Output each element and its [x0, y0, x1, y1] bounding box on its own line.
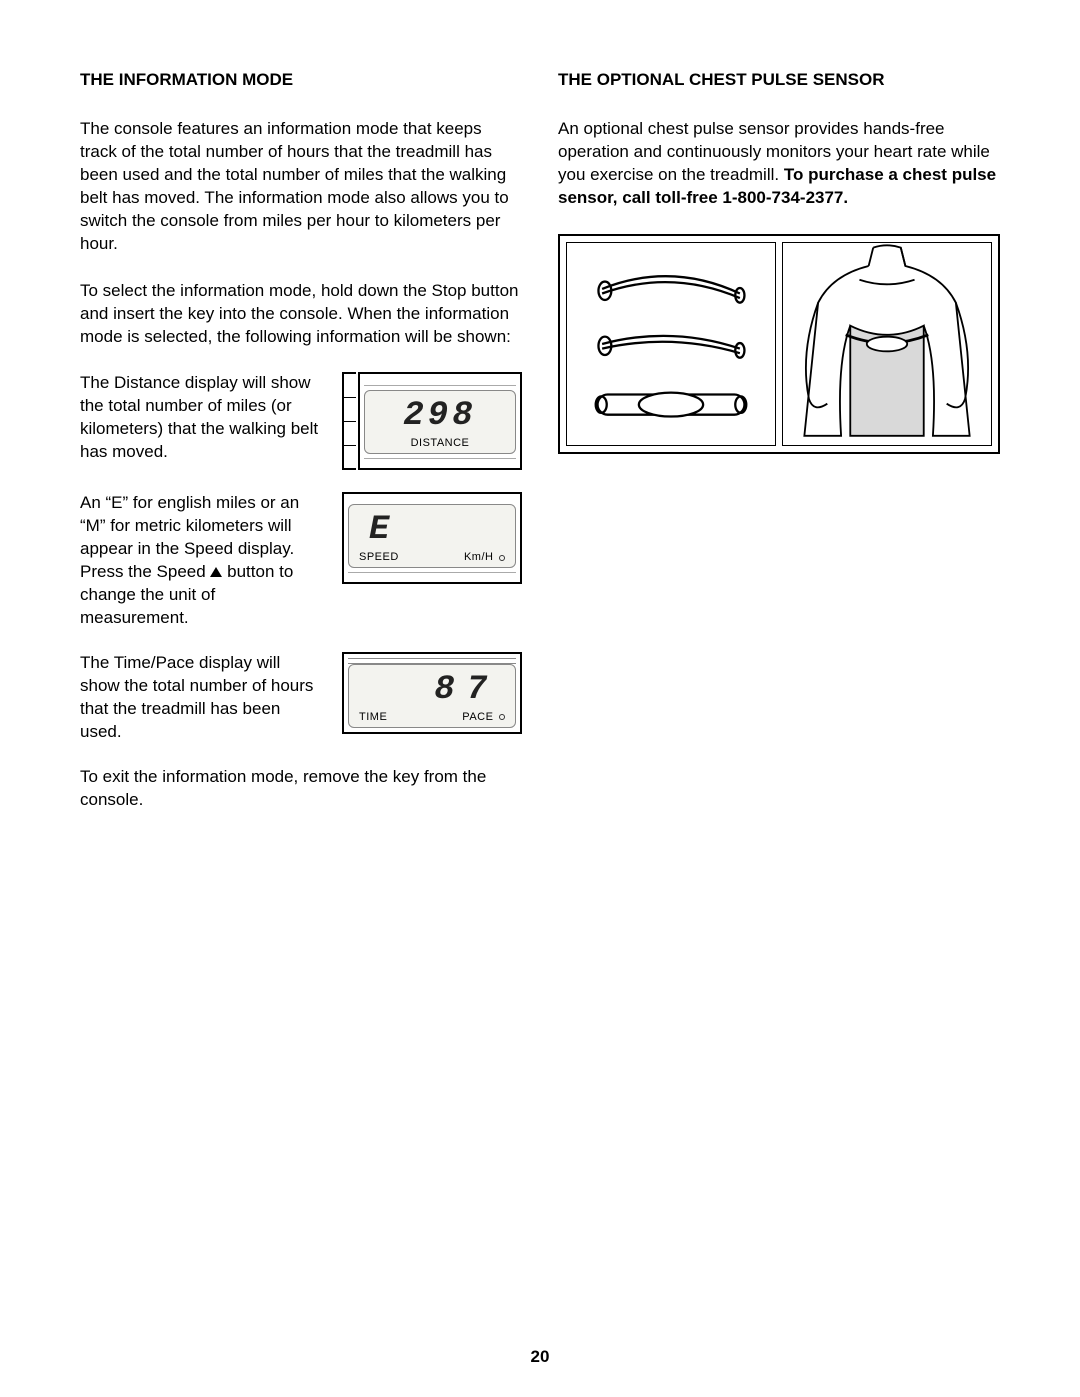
time-text: The Time/Pace display will show the tota… [80, 652, 322, 744]
speed-label-left: SPEED [359, 551, 399, 563]
torso-wearing-sensor-icon [783, 243, 991, 445]
time-display-diagram: 87 TIME PACE [342, 652, 522, 734]
chest-strap-icon [567, 243, 775, 445]
info-mode-para1: The console features an information mode… [80, 118, 522, 256]
torso-panel [782, 242, 992, 446]
speed-display-diagram: E SPEED Km/H [342, 492, 522, 584]
info-mode-para2: To select the information mode, hold dow… [80, 280, 522, 349]
time-value: 87 [357, 671, 507, 709]
distance-display-diagram: 298 DISTANCE [342, 372, 522, 470]
speed-value: E [357, 511, 507, 549]
speed-label-right: Km/H [464, 551, 505, 563]
time-label-right: PACE [462, 711, 505, 723]
chest-sensor-para: An optional chest pulse sensor provides … [558, 118, 1000, 210]
distance-text: The Distance display will show the total… [80, 372, 322, 464]
chest-strap-panel [566, 242, 776, 446]
left-column: THE INFORMATION MODE The console feature… [80, 70, 522, 836]
indicator-dot-icon [499, 555, 505, 561]
indicator-dot-icon [499, 714, 505, 720]
info-mode-heading: THE INFORMATION MODE [80, 70, 522, 90]
triangle-up-icon [210, 567, 222, 577]
distance-row: The Distance display will show the total… [80, 372, 522, 470]
page-content: THE INFORMATION MODE The console feature… [0, 0, 1080, 836]
chest-sensor-figure [558, 234, 1000, 454]
exit-text: To exit the information mode, remove the… [80, 766, 522, 812]
right-column: THE OPTIONAL CHEST PULSE SENSOR An optio… [558, 70, 1000, 836]
page-number: 20 [0, 1347, 1080, 1367]
chest-sensor-heading: THE OPTIONAL CHEST PULSE SENSOR [558, 70, 1000, 90]
time-row: The Time/Pace display will show the tota… [80, 652, 522, 744]
speed-text: An “E” for english miles or an “M” for m… [80, 492, 322, 630]
distance-value: 298 [373, 397, 507, 435]
time-label-left: TIME [359, 711, 387, 723]
speed-row: An “E” for english miles or an “M” for m… [80, 492, 522, 630]
distance-label: DISTANCE [373, 437, 507, 449]
